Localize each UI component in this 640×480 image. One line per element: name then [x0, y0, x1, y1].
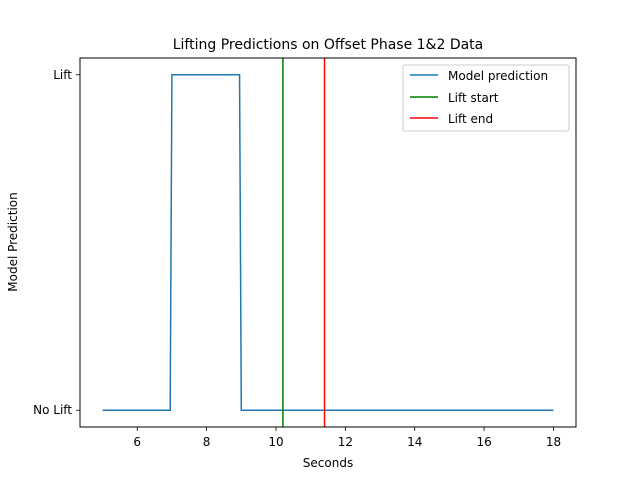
x-tick-label: 8 — [203, 435, 211, 449]
chart-title: Lifting Predictions on Offset Phase 1&2 … — [173, 37, 484, 53]
series-line-0 — [102, 74, 554, 411]
legend-label-lift-start: Lift start — [448, 91, 499, 105]
x-tick-label: 18 — [546, 435, 561, 449]
legend-box — [402, 64, 570, 132]
legend: Model prediction Lift start Lift end — [402, 64, 570, 132]
x-tick-label: 10 — [268, 435, 283, 449]
y-tick-label: Lift — [53, 68, 72, 82]
x-tick-label: 16 — [476, 435, 491, 449]
legend-label-model-prediction: Model prediction — [448, 69, 548, 83]
plot-area — [102, 58, 554, 427]
x-tick-label: 12 — [338, 435, 353, 449]
x-tick-label: 6 — [133, 435, 141, 449]
axes-frame — [79, 57, 577, 428]
x-tick-label: 14 — [407, 435, 422, 449]
legend-label-lift-end: Lift end — [448, 112, 493, 126]
x-axis-label: Seconds — [303, 456, 353, 470]
y-axis-label: Model Prediction — [6, 192, 20, 291]
y-tick-label: No Lift — [33, 403, 72, 417]
axis-ticks: 6 8 10 12 14 16 18 No Lift Lift — [33, 68, 561, 449]
